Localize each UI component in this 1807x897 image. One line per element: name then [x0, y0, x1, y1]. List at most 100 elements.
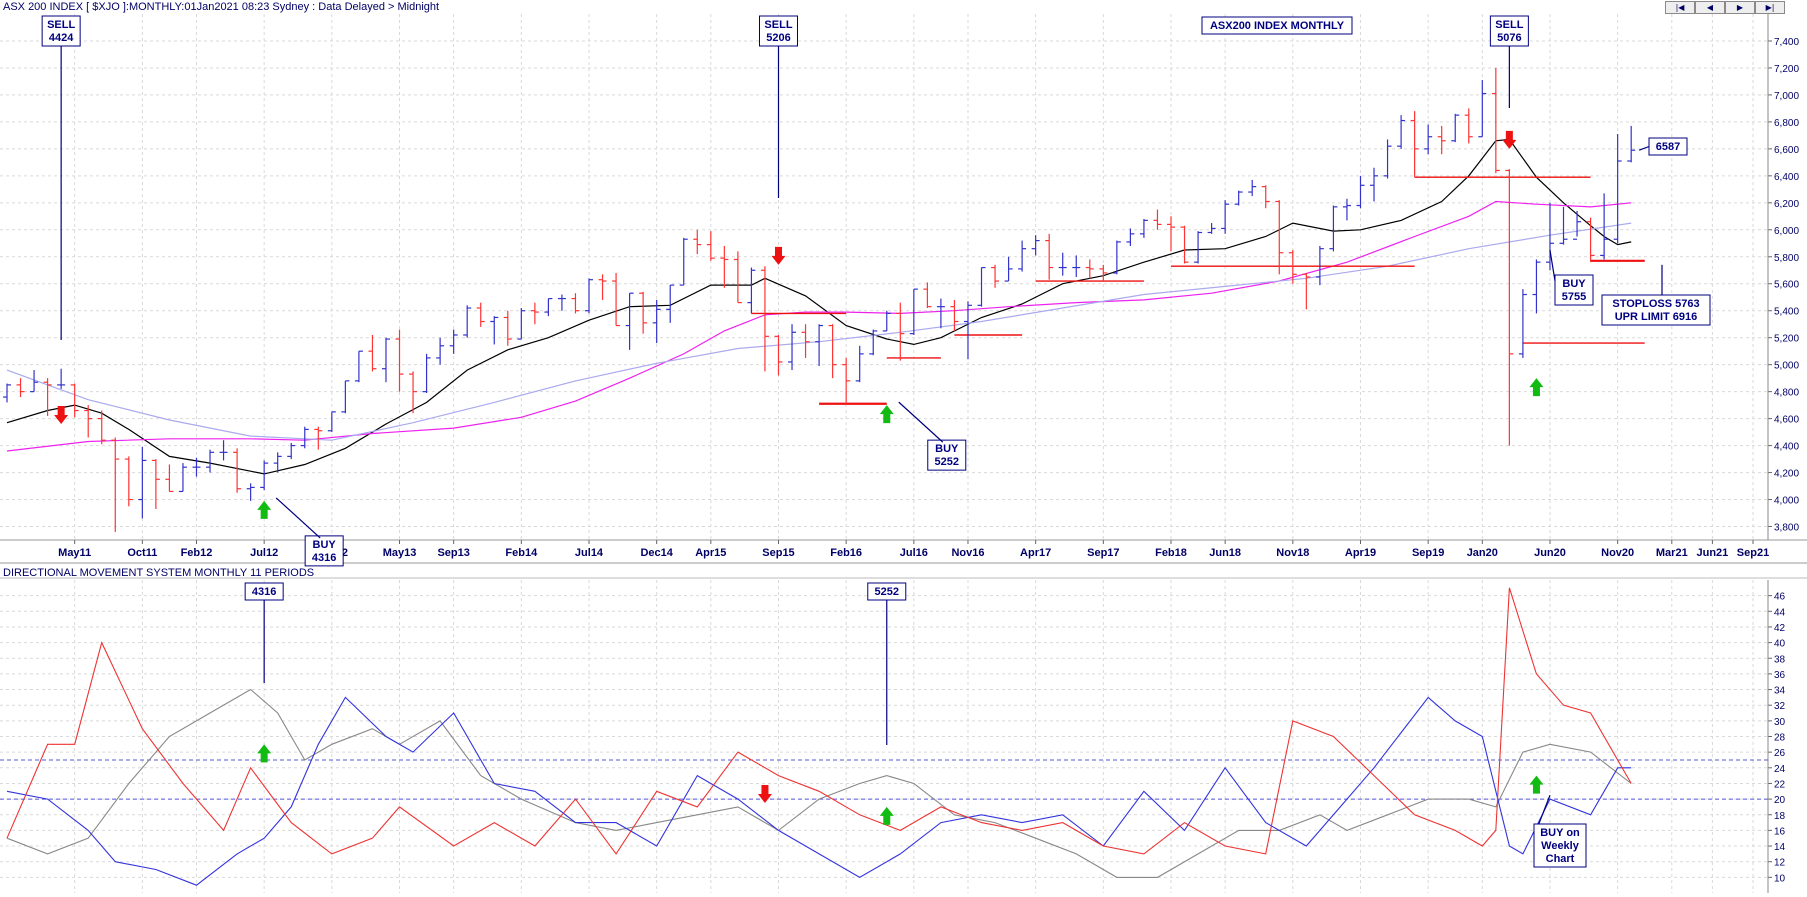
- ohlc-bar: [260, 460, 269, 491]
- ohlc-bar: [327, 411, 336, 433]
- buy-weekly-leader: [1537, 794, 1551, 827]
- ohlc-bar: [1613, 134, 1622, 244]
- chart-navigation: |◀ ◀ ▶ ▶|: [1665, 1, 1785, 14]
- date-tick-label: Mar21: [1656, 547, 1688, 559]
- price-ytick-label: 6,600: [1774, 145, 1799, 156]
- ohlc-bar: [1491, 67, 1500, 174]
- ohlc-bar: [571, 293, 580, 314]
- price-panel: 3,800 4,000 4,200 4,400 4,600 4,800 5,000 5,200…: [0, 14, 1799, 893]
- ohlc-bar: [1559, 206, 1568, 245]
- ohlc-bar: [855, 345, 864, 383]
- price-ytick-label: 6,400: [1774, 172, 1799, 183]
- ohlc-bar: [1058, 252, 1067, 276]
- dmi-adx-line: [6, 688, 1632, 878]
- ohlc-bar: [936, 298, 945, 329]
- ohlc-bar: [70, 383, 79, 418]
- dmi-di-minus-line: [6, 587, 1632, 855]
- ohlc-bar: [1045, 233, 1054, 280]
- signal-label-box: [304, 535, 344, 567]
- dmi-ytick-label: 32: [1774, 701, 1786, 712]
- price-ytick-label: 5,000: [1774, 361, 1799, 372]
- ohlc-bar: [300, 426, 309, 449]
- signal-label-box: [41, 15, 81, 47]
- date-tick-label: Jun21: [1696, 547, 1728, 559]
- ohlc-bar: [625, 292, 634, 350]
- ohlc-bar: [219, 440, 228, 461]
- dmi-ytick-label: 44: [1774, 607, 1786, 618]
- ohlc-bar: [273, 452, 282, 473]
- ohlc-bar: [368, 334, 377, 372]
- signal-label-text: 5206: [766, 32, 790, 44]
- ohlc-bar: [706, 231, 715, 261]
- ohlc-bar: [774, 334, 783, 376]
- dmi-ytick-label: 36: [1774, 670, 1786, 681]
- ohlc-bar: [246, 483, 255, 501]
- ohlc-bar: [1139, 219, 1148, 238]
- signal-label-text: SELL: [1495, 19, 1523, 31]
- stoploss-label-box: [1601, 294, 1711, 326]
- ohlc-bar: [165, 464, 174, 493]
- dmi-panel: 10 12 14 16 18 20 22 24 26 28 30 32 34 36 38 40 42 44 46: [0, 577, 1807, 893]
- date-tick-label: Apr19: [1345, 547, 1376, 559]
- date-tick-label: Apr17: [1020, 547, 1051, 559]
- ohlc-bar: [882, 310, 891, 332]
- ohlc-bar: [1126, 228, 1135, 246]
- ohlc-bar: [233, 448, 242, 493]
- ohlc-bar: [124, 456, 133, 507]
- ohlc-bar: [1518, 289, 1527, 358]
- ohlc-bar: [1437, 125, 1446, 155]
- ohlc-bar: [314, 426, 323, 450]
- last-page-icon[interactable]: ▶|: [1755, 1, 1785, 14]
- ohlc-bar: [1018, 240, 1027, 272]
- dmi-callout-label-text: 4316: [252, 586, 276, 598]
- date-tick-label: Oct11: [127, 547, 157, 559]
- dmi-ytick-label: 46: [1774, 592, 1786, 603]
- ohlc-bar: [97, 410, 106, 445]
- ohlc-bar: [1180, 225, 1189, 264]
- ohlc-bar: [544, 297, 553, 317]
- buy-weekly-label-text: Chart: [1546, 853, 1575, 865]
- ohlc-bar: [842, 357, 851, 404]
- chart-title-label-box: [1201, 16, 1353, 35]
- ohlc-bar: [530, 302, 539, 325]
- chart-title-label-text: ASX200 INDEX MONTHLY: [1210, 20, 1345, 32]
- ohlc-bar: [1451, 113, 1460, 143]
- dmi-ytick-label: 18: [1774, 811, 1786, 822]
- ohlc-bar: [503, 310, 512, 346]
- dmi-ytick-label: 30: [1774, 717, 1786, 728]
- dmi-sell-arrow-icon: [757, 785, 772, 804]
- ohlc-bar: [1505, 169, 1514, 446]
- ohlc-bar: [801, 324, 810, 358]
- buy-5755-label-text: 5755: [1562, 291, 1586, 303]
- ohlc-bar: [1302, 272, 1311, 310]
- date-tick-label: Feb18: [1155, 547, 1187, 559]
- signal-label-text: BUY: [313, 539, 337, 551]
- signal-label-text: 4424: [49, 32, 74, 44]
- ohlc-bar: [1370, 167, 1379, 202]
- ohlc-bar: [747, 267, 756, 314]
- ohlc-bar: [3, 383, 11, 403]
- dmi-ytick-label: 34: [1774, 686, 1786, 697]
- ohlc-bar: [517, 308, 526, 340]
- price-plot-area: [0, 14, 1768, 540]
- ohlc-bar: [1085, 259, 1094, 279]
- signal-label-leader: [898, 401, 944, 443]
- ohlc-bar: [679, 237, 688, 286]
- dmi-ytick-label: 40: [1774, 639, 1786, 650]
- ohlc-bar: [30, 370, 39, 393]
- previous-page-icon[interactable]: ◀: [1695, 1, 1725, 14]
- stoploss-label-text: STOPLOSS 5763: [1612, 298, 1699, 310]
- next-page-icon[interactable]: ▶: [1725, 1, 1755, 14]
- ohlc-bar: [409, 371, 418, 414]
- first-page-icon[interactable]: |◀: [1665, 1, 1695, 14]
- dmi-ytick-label: 42: [1774, 623, 1786, 634]
- ohlc-bar: [869, 329, 878, 356]
- buy-5755-label-box: [1554, 274, 1594, 306]
- signal-label-box: [1489, 15, 1529, 47]
- price-ytick-label: 5,600: [1774, 280, 1799, 291]
- ohlc-bar: [111, 437, 120, 532]
- ohlc-bar: [557, 294, 566, 311]
- signal-label-text: SELL: [764, 19, 792, 31]
- ohlc-bar: [639, 291, 648, 334]
